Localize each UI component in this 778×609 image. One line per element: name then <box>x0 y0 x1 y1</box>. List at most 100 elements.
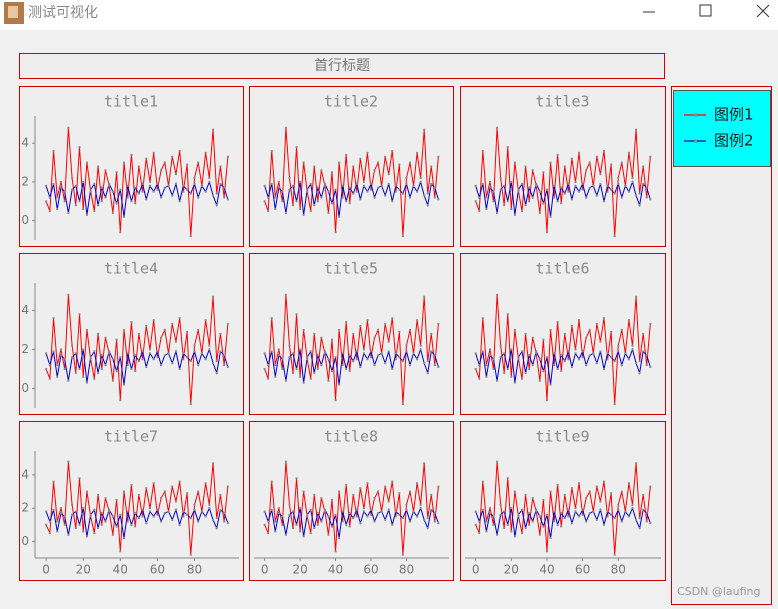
point-marker <box>419 344 422 347</box>
point-marker <box>200 352 203 355</box>
point-marker <box>345 153 348 156</box>
point-marker <box>560 186 563 189</box>
point-marker <box>104 497 107 500</box>
point-marker <box>56 530 59 533</box>
point-marker <box>474 200 477 203</box>
point-marker <box>595 155 598 158</box>
point-marker <box>156 188 159 191</box>
point-marker <box>137 517 140 520</box>
point-marker <box>578 190 581 193</box>
point-marker <box>193 177 196 180</box>
point-marker <box>370 508 372 511</box>
point-marker <box>553 364 556 367</box>
point-marker <box>524 332 527 335</box>
y-tick-label: 4 <box>21 303 29 317</box>
point-marker <box>63 200 66 203</box>
point-marker <box>56 208 59 211</box>
point-marker <box>348 369 351 372</box>
point-marker <box>556 153 559 156</box>
point-marker <box>592 184 595 187</box>
point-marker <box>560 512 563 515</box>
point-marker <box>56 364 59 367</box>
point-marker <box>581 508 584 511</box>
y-tick-label: 0 <box>21 534 29 548</box>
x-tick-label: 0 <box>261 563 269 577</box>
close-button[interactable] <box>756 4 770 18</box>
point-marker <box>387 173 390 176</box>
point-marker <box>316 367 319 370</box>
point-marker <box>391 317 394 320</box>
point-marker <box>416 482 419 485</box>
point-marker <box>182 184 185 187</box>
point-marker <box>517 515 520 518</box>
point-marker <box>405 508 408 511</box>
point-marker <box>130 483 133 486</box>
point-marker <box>506 146 509 149</box>
point-marker <box>182 515 185 518</box>
point-marker <box>193 350 196 353</box>
point-marker <box>306 190 309 193</box>
point-marker <box>160 196 163 199</box>
point-marker <box>148 180 151 183</box>
point-marker <box>419 177 422 180</box>
point-marker <box>306 358 309 361</box>
point-marker <box>567 358 570 361</box>
point-marker <box>160 169 163 172</box>
point-marker <box>197 490 200 493</box>
series-line <box>45 180 229 217</box>
point-marker <box>78 367 81 370</box>
point-marker <box>197 364 200 367</box>
point-marker <box>93 532 96 535</box>
point-marker <box>531 364 534 367</box>
x-tick-label: 60 <box>363 563 378 577</box>
point-marker <box>563 360 566 363</box>
point-marker <box>167 184 170 187</box>
point-marker <box>538 379 541 382</box>
point-marker <box>488 186 491 189</box>
y-tick-label: 2 <box>21 342 29 356</box>
point-marker <box>208 348 211 351</box>
point-marker <box>341 520 344 523</box>
point-marker <box>334 231 337 234</box>
point-marker <box>208 180 211 183</box>
point-marker <box>642 350 645 353</box>
point-marker <box>574 352 577 355</box>
point-marker <box>316 354 319 357</box>
point-marker <box>52 149 55 152</box>
point-marker <box>373 520 376 523</box>
x-tick-label: 20 <box>76 563 91 577</box>
point-marker <box>274 364 277 367</box>
point-marker <box>578 319 581 322</box>
point-marker <box>567 350 570 353</box>
point-marker <box>485 375 488 378</box>
maximize-button[interactable] <box>699 4 712 17</box>
point-marker <box>152 190 155 193</box>
point-marker <box>331 338 333 341</box>
point-marker <box>606 358 609 361</box>
point-marker <box>309 182 312 185</box>
point-marker <box>531 336 534 339</box>
point-marker <box>359 157 362 160</box>
point-marker <box>167 352 170 355</box>
point-marker <box>387 500 390 503</box>
point-marker <box>355 508 358 511</box>
point-marker <box>119 356 122 359</box>
point-marker <box>226 366 229 369</box>
point-marker <box>82 530 85 533</box>
point-marker <box>320 364 323 367</box>
point-marker <box>355 190 358 193</box>
point-marker <box>178 200 181 203</box>
point-marker <box>267 196 270 199</box>
point-marker <box>156 350 159 353</box>
point-marker <box>215 204 218 207</box>
point-marker <box>528 512 531 515</box>
point-marker <box>295 367 298 370</box>
point-marker <box>488 512 491 515</box>
point-marker <box>111 533 114 536</box>
point-marker <box>492 515 495 518</box>
point-marker <box>485 520 488 523</box>
point-marker <box>405 182 408 185</box>
series-line <box>45 461 229 555</box>
point-marker <box>104 196 107 199</box>
